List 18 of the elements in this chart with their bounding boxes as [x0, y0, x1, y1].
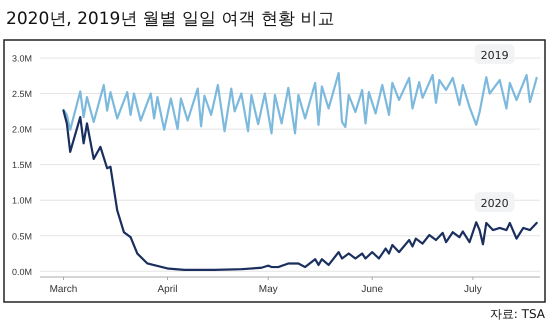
series-label: 2019	[480, 49, 509, 62]
x-tick-label: July	[464, 284, 482, 295]
series-label: 2020	[480, 196, 509, 210]
line-series	[62, 110, 538, 271]
line-series	[62, 72, 538, 134]
y-tick-label: 1.0M	[12, 196, 32, 206]
text: 자료: TSA	[490, 307, 546, 321]
y-tick-label: 3.0M	[12, 54, 32, 64]
x-tick-label: March	[50, 284, 78, 295]
x-tick-label: May	[258, 284, 278, 295]
y-tick-label: 2.5M	[12, 89, 32, 100]
x-tick-label: April	[158, 284, 178, 295]
y-tick-label: 1.5M	[12, 160, 32, 170]
x-tick-label: June	[361, 284, 384, 295]
y-tick-label: 0.5M	[12, 231, 32, 242]
y-tick-label: 0.0M	[12, 266, 32, 277]
y-tick-label: 2.0M	[12, 124, 32, 135]
chart-title: 2020년, 2019년 월별 일일 여객 현황 비교	[6, 9, 334, 29]
